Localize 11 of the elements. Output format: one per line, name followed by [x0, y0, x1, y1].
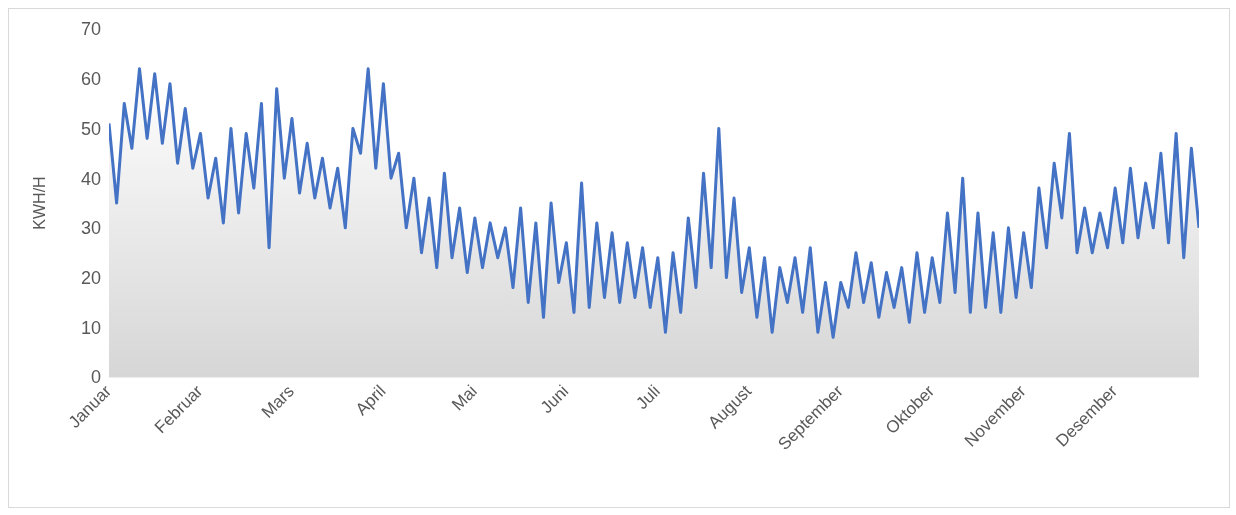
y-tick-label: 0	[90, 367, 101, 388]
y-tick-label: 10	[80, 317, 101, 338]
y-tick-label: 50	[80, 118, 101, 139]
x-tick-label: Juli	[632, 381, 664, 414]
y-tick-label: 70	[80, 19, 101, 40]
y-axis-title: KWH/H	[30, 176, 48, 230]
y-tick-label: 40	[80, 168, 101, 189]
y-tick-label: 20	[80, 267, 101, 288]
y-tick-label: 60	[80, 69, 101, 90]
y-tick-label: 30	[80, 218, 101, 239]
x-tick-label: Mai	[448, 381, 481, 415]
